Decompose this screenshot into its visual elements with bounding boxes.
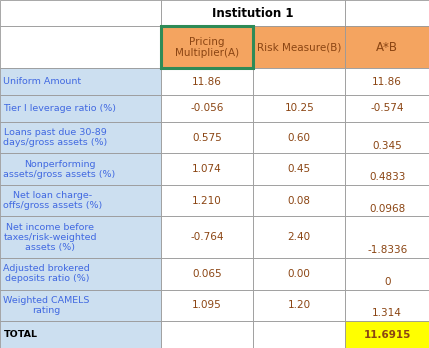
Text: Tier I leverage ratio (%): Tier I leverage ratio (%) bbox=[3, 104, 116, 113]
Text: Adjusted brokered
deposits ratio (%): Adjusted brokered deposits ratio (%) bbox=[3, 264, 90, 283]
Text: 1.074: 1.074 bbox=[192, 164, 222, 174]
Bar bbox=[161, 321, 253, 348]
Text: 0.45: 0.45 bbox=[288, 164, 311, 174]
Text: Loans past due 30-89
days/gross assets (%): Loans past due 30-89 days/gross assets (… bbox=[3, 128, 108, 147]
Bar bbox=[345, 185, 429, 216]
Text: 1.210: 1.210 bbox=[192, 196, 222, 206]
Text: Weighted CAMELS
rating: Weighted CAMELS rating bbox=[3, 296, 90, 315]
Text: 1.20: 1.20 bbox=[288, 300, 311, 310]
Bar bbox=[0, 258, 161, 290]
Bar bbox=[161, 216, 253, 258]
Bar bbox=[253, 95, 345, 122]
Bar bbox=[253, 26, 345, 68]
Bar bbox=[161, 95, 253, 122]
Bar bbox=[161, 26, 253, 68]
Text: 2.40: 2.40 bbox=[288, 232, 311, 242]
Text: 0.345: 0.345 bbox=[372, 141, 402, 151]
Text: 0.4833: 0.4833 bbox=[369, 172, 405, 182]
Text: 0: 0 bbox=[384, 277, 390, 287]
Bar bbox=[0, 290, 161, 321]
Bar bbox=[0, 185, 161, 216]
Bar bbox=[345, 26, 429, 68]
Bar bbox=[253, 122, 345, 153]
Text: 11.86: 11.86 bbox=[372, 77, 402, 87]
Text: TOTAL: TOTAL bbox=[3, 330, 37, 339]
Bar bbox=[161, 185, 253, 216]
Bar bbox=[161, 258, 253, 290]
Text: 0.60: 0.60 bbox=[288, 133, 311, 143]
Bar bbox=[345, 258, 429, 290]
Bar bbox=[345, 290, 429, 321]
Bar bbox=[253, 68, 345, 95]
Bar bbox=[0, 95, 161, 122]
Text: Net loan charge-
offs/gross assets (%): Net loan charge- offs/gross assets (%) bbox=[3, 191, 103, 210]
Bar bbox=[0, 68, 161, 95]
Bar bbox=[253, 290, 345, 321]
Bar bbox=[345, 153, 429, 185]
Text: 1.095: 1.095 bbox=[192, 300, 222, 310]
Bar bbox=[253, 321, 345, 348]
Bar bbox=[345, 95, 429, 122]
Text: Risk Measure(B): Risk Measure(B) bbox=[257, 42, 341, 52]
Bar bbox=[345, 321, 429, 348]
Text: 0.065: 0.065 bbox=[192, 269, 222, 279]
Text: -1.8336: -1.8336 bbox=[367, 245, 407, 255]
Text: 1.314: 1.314 bbox=[372, 308, 402, 318]
Text: 0.00: 0.00 bbox=[288, 269, 311, 279]
Text: Uniform Amount: Uniform Amount bbox=[3, 77, 82, 86]
Text: 11.6915: 11.6915 bbox=[363, 330, 411, 340]
Bar bbox=[161, 68, 253, 95]
Text: -0.764: -0.764 bbox=[190, 232, 224, 242]
Bar bbox=[345, 0, 429, 26]
Text: Institution 1: Institution 1 bbox=[212, 7, 294, 20]
Text: A*B: A*B bbox=[376, 41, 398, 54]
Bar bbox=[0, 26, 161, 68]
Bar bbox=[161, 122, 253, 153]
Bar bbox=[161, 290, 253, 321]
Bar bbox=[0, 122, 161, 153]
Text: Pricing
Multiplier(A): Pricing Multiplier(A) bbox=[175, 37, 239, 58]
Text: Nonperforming
assets/gross assets (%): Nonperforming assets/gross assets (%) bbox=[3, 160, 116, 179]
Bar bbox=[0, 216, 161, 258]
Text: 0.575: 0.575 bbox=[192, 133, 222, 143]
Bar bbox=[253, 185, 345, 216]
Bar bbox=[0, 153, 161, 185]
Bar bbox=[345, 68, 429, 95]
Text: 0.0968: 0.0968 bbox=[369, 204, 405, 214]
Bar bbox=[161, 153, 253, 185]
Bar bbox=[345, 122, 429, 153]
Text: 10.25: 10.25 bbox=[284, 103, 314, 113]
Text: 0.08: 0.08 bbox=[288, 196, 311, 206]
Bar bbox=[161, 0, 345, 26]
Bar bbox=[253, 216, 345, 258]
Bar bbox=[253, 258, 345, 290]
Bar bbox=[0, 321, 161, 348]
Text: Net income before
taxes/risk-weighted
assets (%): Net income before taxes/risk-weighted as… bbox=[3, 223, 97, 252]
Bar bbox=[345, 216, 429, 258]
Bar bbox=[0, 0, 161, 26]
Text: -0.574: -0.574 bbox=[370, 103, 404, 113]
Text: 11.86: 11.86 bbox=[192, 77, 222, 87]
Text: -0.056: -0.056 bbox=[190, 103, 224, 113]
Bar bbox=[253, 153, 345, 185]
